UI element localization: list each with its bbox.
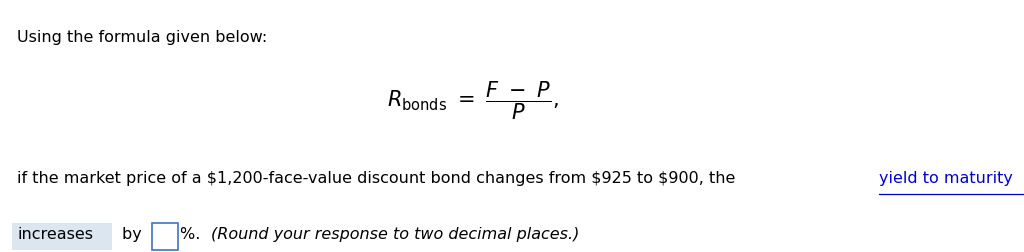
- Text: by: by: [122, 227, 146, 242]
- Text: Using the formula given below:: Using the formula given below:: [17, 30, 267, 45]
- FancyBboxPatch shape: [152, 223, 178, 250]
- Text: yield to maturity: yield to maturity: [880, 171, 1014, 186]
- Text: (Round your response to two decimal places.): (Round your response to two decimal plac…: [211, 227, 579, 242]
- FancyBboxPatch shape: [12, 223, 113, 250]
- Text: increases: increases: [17, 227, 93, 242]
- Text: $R_{\mathrm{bonds}}\ =\ \dfrac{F\ -\ P}{P},$: $R_{\mathrm{bonds}}\ =\ \dfrac{F\ -\ P}{…: [387, 80, 559, 122]
- Text: %.: %.: [180, 227, 206, 242]
- Text: if the market price of a $1,200-face-value discount bond changes from $925 to $9: if the market price of a $1,200-face-val…: [17, 171, 740, 186]
